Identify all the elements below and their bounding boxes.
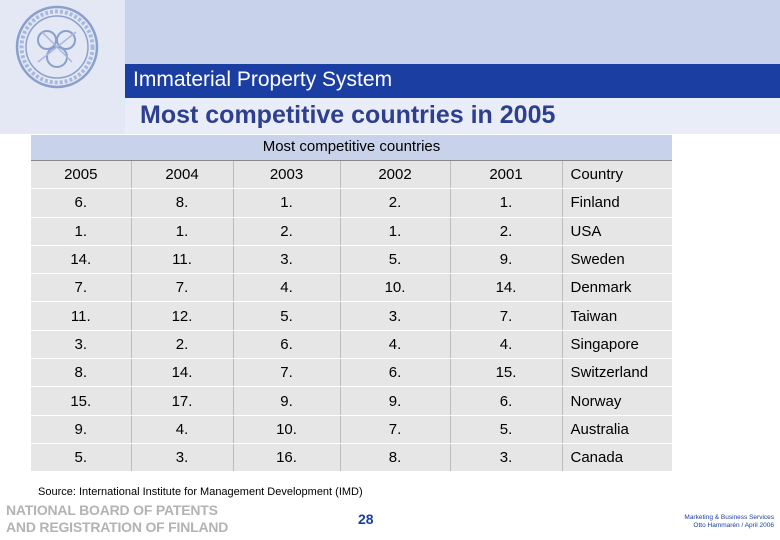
table-row: 8. 14. 7. 6. 15. Switzerland <box>31 358 672 388</box>
country-cell: Switzerland <box>562 358 672 388</box>
footer-credit-line1: Marketing & Business Services <box>684 514 774 521</box>
table-row: 7. 7. 4. 10. 14. Denmark <box>31 273 672 303</box>
table-cell: 12. <box>131 301 234 331</box>
table-cell: 1. <box>450 188 563 218</box>
table-cell: 14. <box>131 358 234 388</box>
table-cell: 7. <box>450 301 563 331</box>
country-cell: Sweden <box>562 245 672 275</box>
column-header: 2001 <box>450 161 563 190</box>
table-row: 11. 12. 5. 3. 7. Taiwan <box>31 301 672 331</box>
table-row: 15. 17. 9. 9. 6. Norway <box>31 386 672 416</box>
slide-title: Most competitive countries in 2005 <box>140 101 556 129</box>
table-caption: Most competitive countries <box>31 135 672 161</box>
country-cell: Taiwan <box>562 301 672 331</box>
table-cell: 9. <box>233 386 341 416</box>
table-cell: 6. <box>233 330 341 360</box>
table-cell: 10. <box>233 415 341 444</box>
column-header: 2002 <box>340 161 451 190</box>
table-cell: 3. <box>450 443 563 473</box>
table-cell: 2. <box>131 330 234 360</box>
table-cell: 5. <box>233 301 341 331</box>
footer-credit-line2: Otto Hammarén / April 2006 <box>693 522 774 529</box>
table-cell: 1. <box>31 217 132 246</box>
country-cell: Singapore <box>562 330 672 360</box>
country-cell: Norway <box>562 386 672 416</box>
table-cell: 11. <box>131 245 234 275</box>
table-header-row: 2005 2004 2003 2002 2001 Country <box>31 161 672 190</box>
table-cell: 4. <box>233 273 341 303</box>
table-cell: 6. <box>450 386 563 416</box>
table-cell: 2. <box>340 188 451 218</box>
country-cell: Denmark <box>562 273 672 303</box>
org-name: NATIONAL BOARD OF PATENTS AND REGISTRATI… <box>6 502 228 536</box>
table-cell: 3. <box>31 330 132 360</box>
logo-area <box>0 0 125 98</box>
table-cell: 9. <box>340 386 451 416</box>
table-row: 1. 1. 2. 1. 2. USA <box>31 217 672 246</box>
table-cell: 3. <box>340 301 451 331</box>
table-row: 6. 8. 1. 2. 1. Finland <box>31 188 672 218</box>
table-cell: 6. <box>340 358 451 388</box>
table-cell: 5. <box>450 415 563 444</box>
table-cell: 16. <box>233 443 341 473</box>
table-cell: 5. <box>340 245 451 275</box>
side-stripe <box>0 98 125 134</box>
org-name-line2: AND REGISTRATION OF FINLAND <box>6 519 229 535</box>
table-cell: 1. <box>131 217 234 246</box>
column-header: 2005 <box>31 161 132 190</box>
table-cell: 2. <box>233 217 341 246</box>
column-header: Country <box>562 161 672 190</box>
table-cell: 15. <box>31 386 132 416</box>
table-cell: 15. <box>450 358 563 388</box>
table-row: 9. 4. 10. 7. 5. Australia <box>31 415 672 444</box>
table-cell: 14. <box>450 273 563 303</box>
table-cell: 6. <box>31 188 132 218</box>
table-cell: 11. <box>31 301 132 331</box>
table-cell: 1. <box>340 217 451 246</box>
table-cell: 1. <box>233 188 341 218</box>
source-note: Source: International Institute for Mana… <box>38 486 363 498</box>
page-number: 28 <box>358 511 374 527</box>
table-row: 14. 11. 3. 5. 9. Sweden <box>31 245 672 275</box>
table-cell: 7. <box>233 358 341 388</box>
country-cell: Canada <box>562 443 672 473</box>
title-bar <box>125 98 780 134</box>
header-bar <box>125 64 780 98</box>
table-cell: 8. <box>31 358 132 388</box>
table-cell: 7. <box>31 273 132 303</box>
header-band <box>125 0 780 64</box>
table-cell: 3. <box>131 443 234 473</box>
column-header: 2004 <box>131 161 234 190</box>
header-title: Immaterial Property System <box>133 68 393 91</box>
country-cell: Australia <box>562 415 672 444</box>
table-cell: 8. <box>340 443 451 473</box>
table-cell: 7. <box>340 415 451 444</box>
org-name-line1: NATIONAL BOARD OF PATENTS <box>6 502 218 518</box>
table-cell: 4. <box>450 330 563 360</box>
table-cell: 7. <box>131 273 234 303</box>
table-cell: 9. <box>31 415 132 444</box>
table-row: 3. 2. 6. 4. 4. Singapore <box>31 330 672 360</box>
table-cell: 14. <box>31 245 132 275</box>
column-header: 2003 <box>233 161 341 190</box>
table-cell: 5. <box>31 443 132 473</box>
table-cell: 10. <box>340 273 451 303</box>
table-cell: 2. <box>450 217 563 246</box>
table-row: 5. 3. 16. 8. 3. Canada <box>31 443 672 473</box>
table-cell: 8. <box>131 188 234 218</box>
table-cell: 3. <box>233 245 341 275</box>
country-cell: USA <box>562 217 672 246</box>
country-cell: Finland <box>562 188 672 218</box>
footer-credit: Marketing & Business Services Otto Hamma… <box>654 514 774 530</box>
ranking-table: 2005 2004 2003 2002 2001 Country 6. 8. 1… <box>31 161 672 473</box>
table-cell: 9. <box>450 245 563 275</box>
table-cell: 4. <box>131 415 234 444</box>
table-cell: 17. <box>131 386 234 416</box>
patent-office-seal-icon <box>15 5 99 89</box>
table-cell: 4. <box>340 330 451 360</box>
